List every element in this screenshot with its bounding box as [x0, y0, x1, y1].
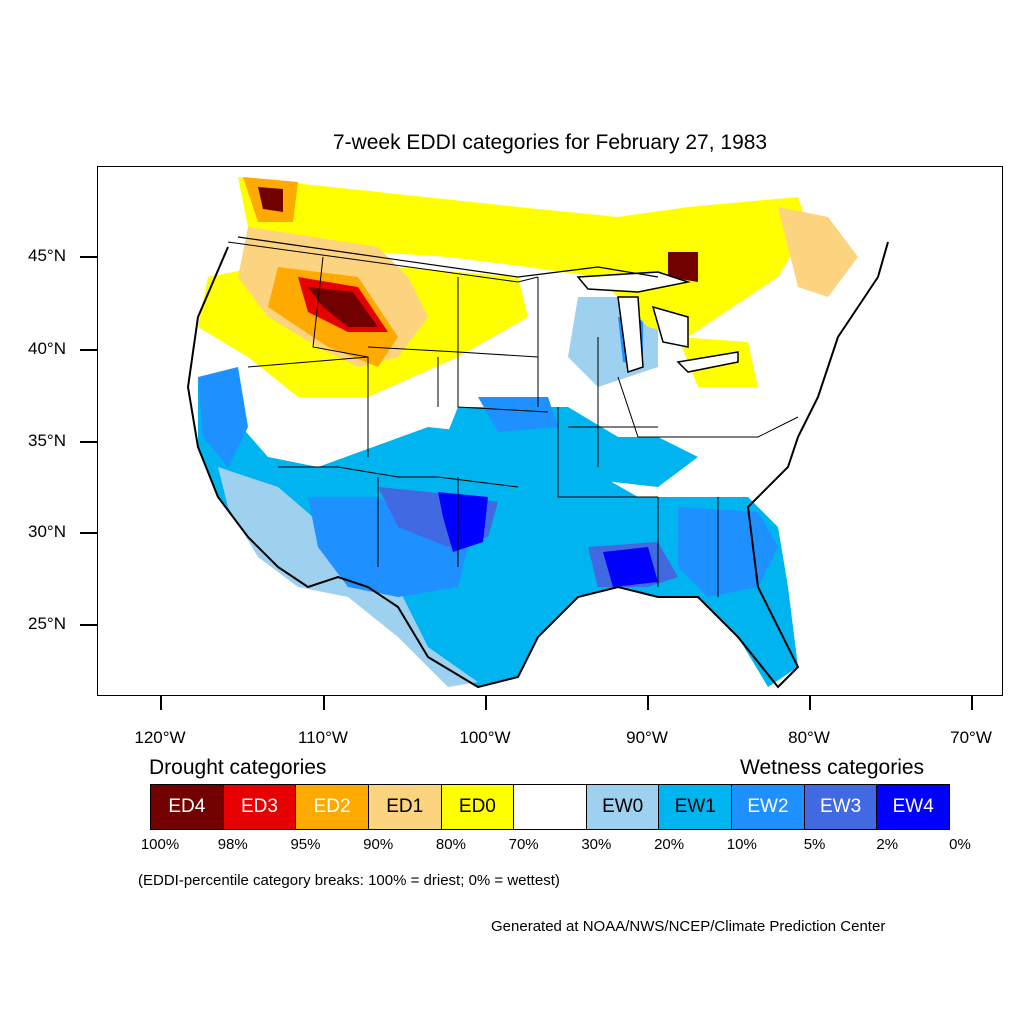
lat-label-45: 45°N [28, 246, 66, 265]
lat-tick [80, 624, 97, 626]
map-area [97, 166, 1003, 696]
lon-label-100: 100°W [459, 728, 511, 747]
lon-tick [323, 696, 325, 710]
lon-tick [809, 696, 811, 710]
legend-swatch-ew3: EW3 [804, 785, 878, 829]
lon-label-110: 110°W [298, 728, 348, 747]
lake-huron [651, 305, 689, 348]
legend-swatch-ew0: EW0 [586, 785, 660, 829]
percent-break-label: 0% [949, 836, 971, 853]
coastline [186, 241, 889, 689]
lat-tick [80, 256, 97, 258]
lake-michigan [617, 296, 644, 373]
legend-swatch-ed4: ED4 [151, 785, 224, 829]
percent-break-label: 5% [803, 836, 826, 853]
percent-break-label: 98% [217, 836, 248, 853]
map-title: 7-week EDDI categories for February 27, … [332, 131, 768, 154]
lon-label-90: 90°W [626, 728, 668, 747]
lon-tick [647, 696, 649, 710]
percent-break-label: 95% [290, 836, 321, 853]
legend-swatch-ew2: EW2 [732, 785, 805, 829]
lat-label-35: 35°N [28, 431, 66, 450]
wet-region-ew0-westcoast [198, 367, 248, 467]
lon-tick [485, 696, 487, 710]
percent-break-label: 20% [654, 836, 685, 853]
drought-region-ed4-idaho [308, 287, 378, 327]
legend-swatch-ew4: EW4 [877, 785, 950, 829]
drought-categories-heading: Drought categories [149, 756, 327, 779]
lat-label-40: 40°N [28, 339, 66, 358]
lon-label-70: 70°W [950, 728, 992, 747]
lon-label-80: 80°W [788, 728, 830, 747]
legend-swatch-ed0: ED0 [441, 785, 515, 829]
lon-tick [971, 696, 973, 710]
percent-break-label: 80% [435, 836, 466, 853]
percent-break-label: 10% [726, 836, 757, 853]
credit-line: Generated at NOAA/NWS/NCEP/Climate Predi… [491, 918, 886, 935]
percent-break-label: 90% [363, 836, 394, 853]
category-colorbar: ED4 ED3 ED2 ED1 ED0 EW0 EW1 EW2 EW3 EW4 [150, 784, 950, 830]
canada-border [237, 236, 659, 278]
category-note: (EDDI-percentile category breaks: 100% =… [138, 872, 560, 889]
lat-tick [80, 441, 97, 443]
wet-region-ew4-newmexico [438, 492, 488, 552]
lon-label-120: 120°W [134, 728, 186, 747]
percent-break-label: 100% [140, 836, 180, 853]
legend-swatch-ew1: EW1 [659, 785, 733, 829]
percent-break-label: 30% [581, 836, 612, 853]
drought-region-ed4-michigan-up [668, 252, 698, 282]
wetness-categories-heading: Wetness categories [740, 756, 925, 779]
legend-swatch-neutral [514, 785, 587, 829]
drought-region-ed4-washington [258, 187, 283, 212]
wet-region-ew2-southwest [308, 497, 468, 597]
lat-tick [80, 532, 97, 534]
lake-superior [576, 271, 691, 293]
wet-region-ew2-southeast [678, 507, 778, 597]
lat-tick [80, 349, 97, 351]
wet-region-ew1 [198, 377, 798, 687]
legend-swatch-ed3: ED3 [223, 785, 297, 829]
state-boundaries [227, 241, 799, 597]
drought-region-ed1-maine [778, 207, 858, 297]
lat-label-30: 30°N [28, 522, 66, 541]
lat-label-25: 25°N [28, 614, 66, 633]
wet-region-ew4-louisiana [603, 547, 658, 587]
percent-break-label: 2% [876, 836, 899, 853]
legend-swatch-ed1: ED1 [368, 785, 442, 829]
drought-region-ed0-northern-canada [238, 177, 808, 337]
lon-tick [160, 696, 162, 710]
eddi-map [186, 177, 889, 689]
lake-erie [676, 351, 739, 373]
percent-break-label: 70% [508, 836, 539, 853]
legend-swatch-ed2: ED2 [296, 785, 369, 829]
